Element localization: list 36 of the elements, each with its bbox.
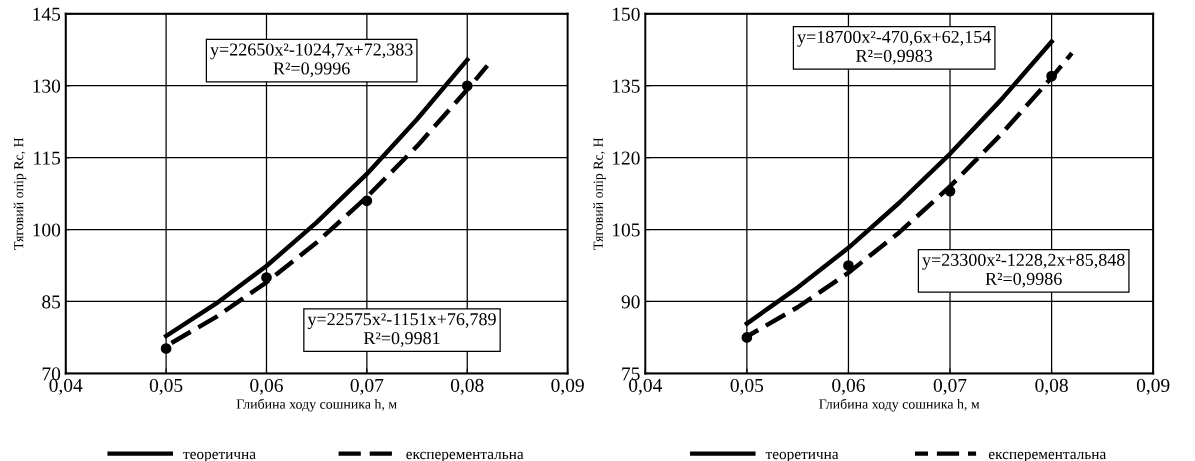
x-tick-label: 0,06	[832, 378, 865, 395]
y-tick-label: 150	[612, 7, 640, 21]
x-axis-title: Глибина ходу сошника h, м	[236, 398, 397, 412]
annotation: y=22650x²-1024,7x+72,383 R²=0,9996	[210, 43, 413, 78]
x-tick-label: 0,05	[730, 378, 764, 395]
point	[843, 260, 854, 271]
point	[160, 343, 172, 354]
y-tick-label: 120	[612, 151, 640, 165]
y-tick-label: 90	[621, 295, 640, 309]
y-tick-label: 85	[42, 295, 61, 309]
x-tick-label: 0,07	[350, 378, 384, 395]
y-axis-title: Тяговий опір Rc, Н	[593, 137, 606, 250]
y-tick-label: 105	[612, 223, 640, 237]
x-axis-title: Глибина ходу сошника h, м	[819, 398, 980, 412]
y-tick-label: 130	[33, 79, 61, 93]
x-tick-label: 0,08	[1035, 378, 1068, 395]
point	[741, 332, 753, 343]
annotation: y=22575x²-1151x+76,789 R²=0,9981	[307, 313, 496, 347]
y-tick-label: 100	[33, 223, 61, 237]
x-tick-label: 0,08	[450, 378, 484, 395]
x-tick-label: 0,05	[149, 378, 183, 395]
x-tick-label: 0,07	[933, 378, 967, 395]
y-tick-label: 135	[612, 79, 640, 93]
x-tick-label: 0,09	[1136, 378, 1170, 395]
point	[261, 272, 272, 283]
y-tick-label: 145	[33, 7, 61, 21]
x-tick-label: 0,09	[551, 378, 584, 395]
y-tick-label: 115	[34, 151, 61, 165]
point	[1046, 70, 1057, 82]
point	[461, 80, 473, 92]
point	[944, 185, 956, 197]
x-tick-label: 0,06	[250, 378, 283, 395]
y-axis-title: Тяговий опір Rc, Н	[13, 137, 27, 250]
point	[361, 195, 373, 207]
annotation: y=23300x²-1228,2x+85,848 R²=0,9986	[922, 253, 1125, 288]
annotation: y=18700x²-470,6x+62,154 R²=0,9983	[797, 30, 992, 65]
